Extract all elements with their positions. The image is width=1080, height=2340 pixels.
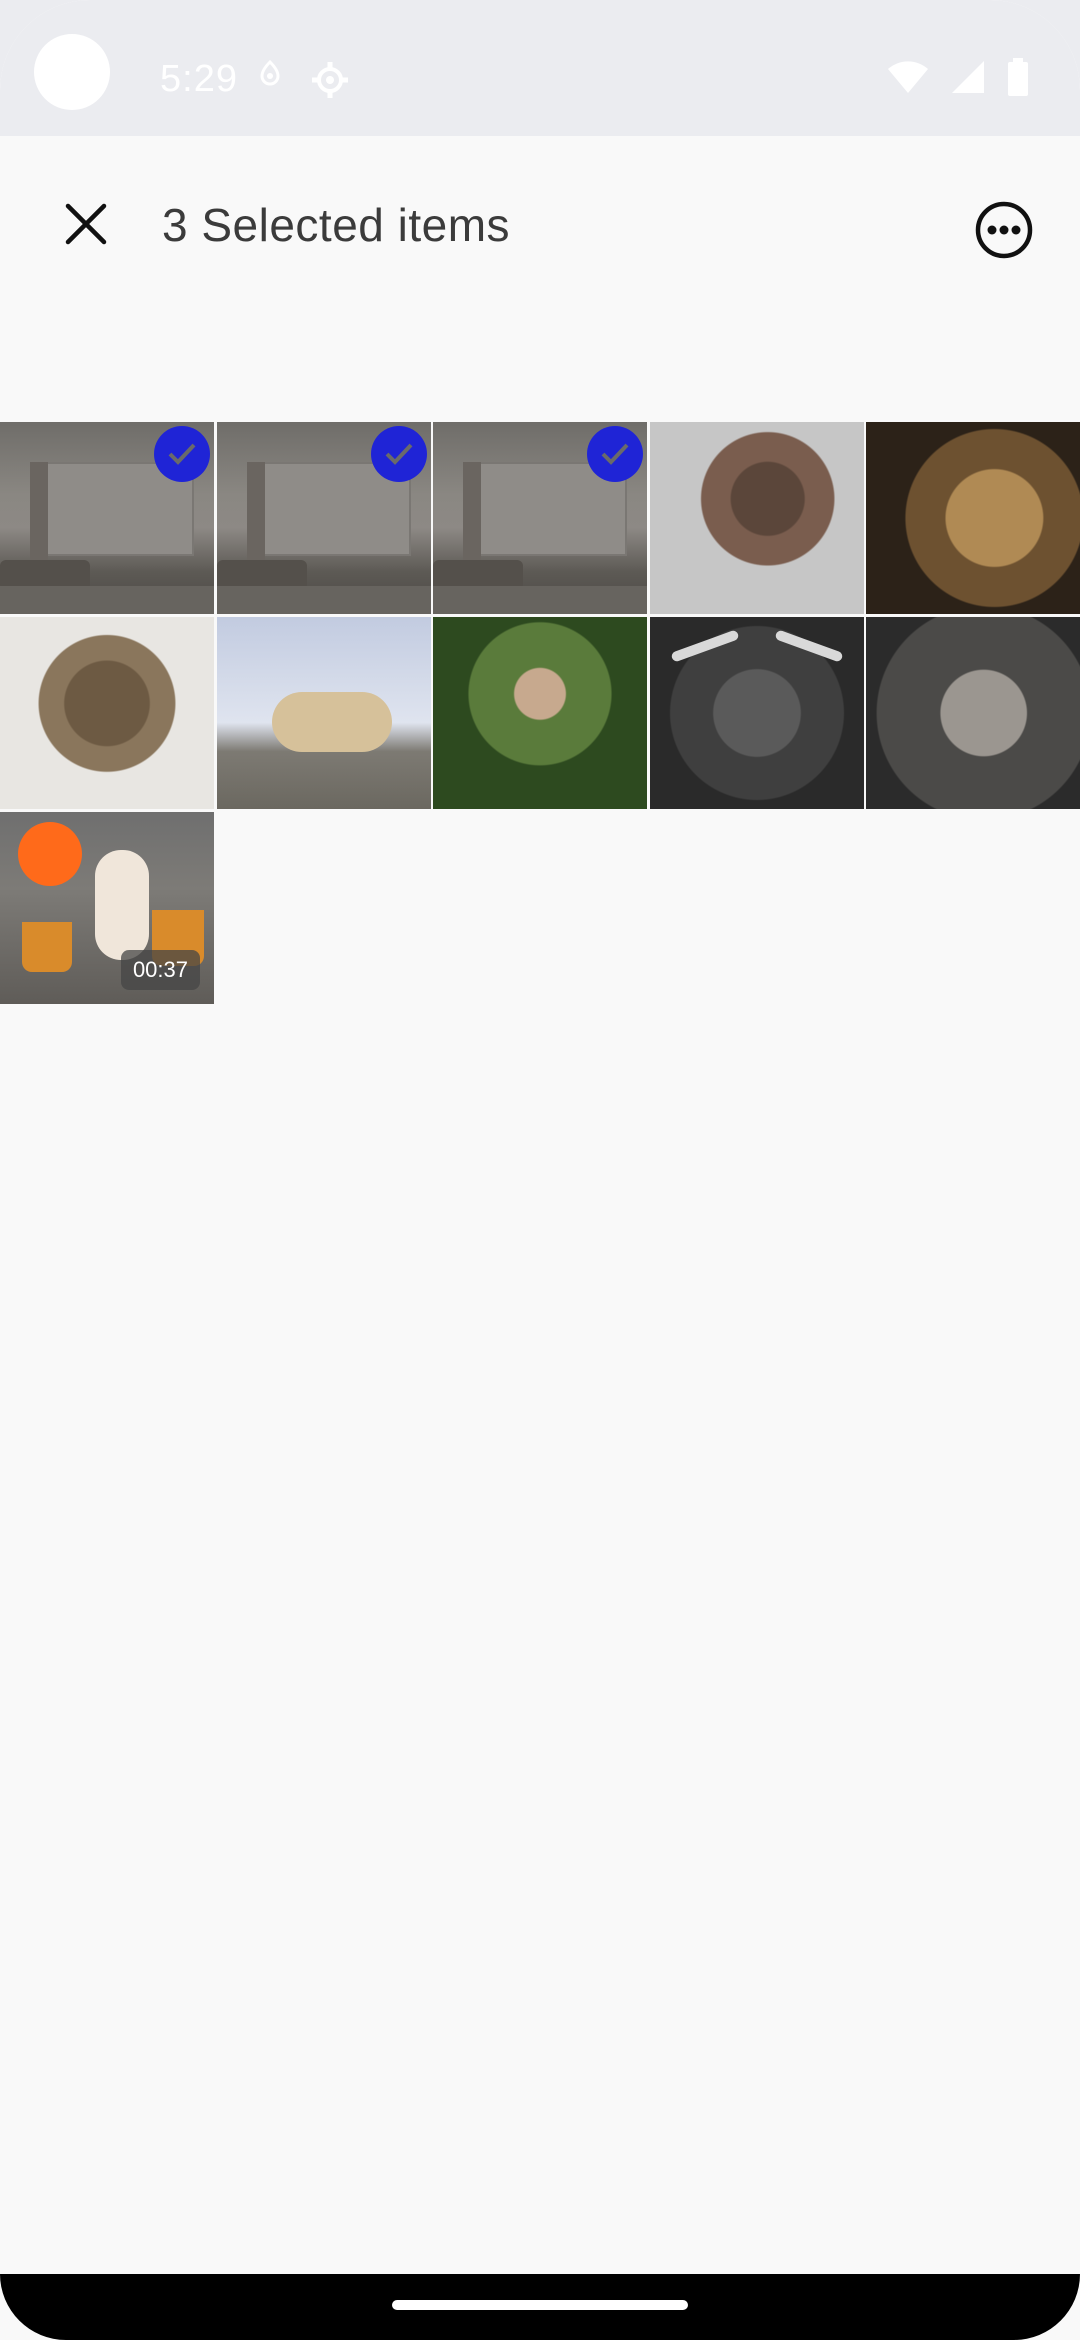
grid-item[interactable] xyxy=(216,422,431,614)
tabby-cat-photo xyxy=(0,617,214,809)
grid-item[interactable] xyxy=(0,422,214,614)
grid-item[interactable] xyxy=(216,617,431,809)
elephant-photo xyxy=(866,617,1080,809)
status-bar: 5:29 xyxy=(0,0,1080,136)
close-button[interactable] xyxy=(54,192,118,256)
location-icon xyxy=(256,59,284,99)
selected-check-icon xyxy=(154,426,210,482)
highland-cow-photo xyxy=(649,617,864,809)
polar-bear-photo xyxy=(216,617,431,809)
status-time: 5:29 xyxy=(160,58,238,100)
media-grid: 00:37 xyxy=(0,422,1080,1004)
wifi-icon xyxy=(886,59,930,100)
grid-item[interactable] xyxy=(433,422,647,614)
grid-item[interactable] xyxy=(866,422,1080,614)
more-options-button[interactable] xyxy=(968,194,1040,266)
selected-check-icon xyxy=(587,426,643,482)
video-duration: 00:37 xyxy=(120,950,200,990)
more-options-icon xyxy=(975,201,1033,259)
monkey-photo xyxy=(433,617,647,809)
close-icon xyxy=(65,203,107,245)
grid-item[interactable] xyxy=(0,617,214,809)
cellular-icon xyxy=(950,59,986,100)
selection-title: 3 Selected items xyxy=(162,199,511,251)
home-indicator[interactable] xyxy=(392,2300,688,2310)
camera-dot xyxy=(34,34,110,110)
battery-icon xyxy=(1006,58,1030,101)
app-bar: 3 Selected items xyxy=(0,136,1080,312)
grid-item[interactable] xyxy=(649,617,864,809)
grid-item-video[interactable]: 00:37 xyxy=(0,812,214,1004)
sphynx-cat-photo xyxy=(649,422,864,614)
settings-icon xyxy=(310,60,350,105)
grid-item[interactable] xyxy=(866,617,1080,809)
status-right-icons xyxy=(886,58,1030,101)
lion-photo xyxy=(866,422,1080,614)
grid-item[interactable] xyxy=(433,617,647,809)
selected-check-icon xyxy=(370,426,427,482)
grid-item[interactable] xyxy=(649,422,864,614)
